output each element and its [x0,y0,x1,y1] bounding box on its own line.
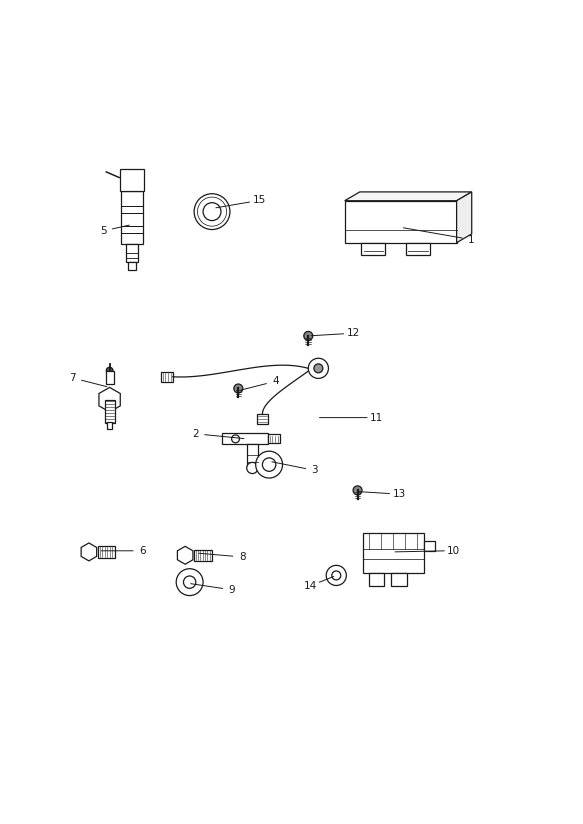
Circle shape [106,368,113,374]
Circle shape [234,384,243,393]
Polygon shape [361,243,385,255]
Text: 2: 2 [192,428,199,438]
Circle shape [332,571,340,580]
Bar [120,169,144,191]
Polygon shape [406,243,430,255]
Circle shape [203,203,221,221]
Circle shape [326,565,346,586]
Bar [391,574,407,586]
Bar [368,574,384,586]
Polygon shape [99,387,120,412]
Text: 13: 13 [392,489,406,499]
Bar [107,422,112,428]
Bar [128,262,136,269]
Bar [247,444,258,468]
Circle shape [184,576,196,588]
Circle shape [314,364,323,372]
Bar [121,191,143,244]
Polygon shape [81,543,97,561]
Text: 8: 8 [239,552,245,562]
Bar [126,244,138,262]
Bar [98,546,115,558]
Bar [104,400,115,424]
Polygon shape [345,192,472,201]
Text: 5: 5 [100,226,106,236]
Polygon shape [177,546,193,564]
Text: 12: 12 [346,328,360,338]
Circle shape [304,331,312,340]
Text: 14: 14 [304,581,317,591]
Circle shape [262,458,276,471]
Text: 9: 9 [229,585,236,595]
Bar [424,541,436,550]
Circle shape [176,569,203,596]
Polygon shape [257,414,268,424]
Text: 3: 3 [311,466,318,475]
Polygon shape [345,201,456,243]
Circle shape [308,358,328,378]
Circle shape [231,435,240,442]
Polygon shape [160,372,173,382]
Text: 6: 6 [139,545,146,556]
Text: 11: 11 [370,413,383,423]
Text: 15: 15 [252,195,266,205]
Bar [106,371,114,384]
Text: 10: 10 [447,545,461,555]
Circle shape [247,462,258,474]
Bar [194,550,212,561]
Circle shape [256,452,283,478]
Bar [363,533,424,574]
Text: 1: 1 [468,235,475,245]
Text: 4: 4 [272,377,279,386]
Polygon shape [268,434,280,443]
Circle shape [353,486,362,495]
Circle shape [194,194,230,230]
Text: 7: 7 [69,373,76,383]
Polygon shape [456,192,472,243]
Polygon shape [222,433,268,444]
